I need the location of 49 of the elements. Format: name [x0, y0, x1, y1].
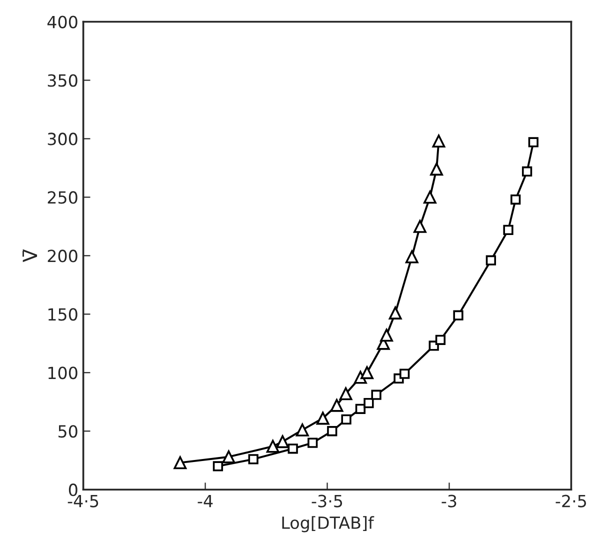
point: [222, 450, 236, 464]
x-tick-label: -3: [442, 494, 456, 508]
x-tick-label: -4·5: [68, 494, 98, 508]
point: [288, 444, 298, 454]
point: [400, 368, 410, 379]
point: [327, 426, 338, 436]
x-tick-label: -4: [198, 494, 213, 508]
point: [355, 404, 366, 414]
point: [413, 220, 426, 233]
point: [212, 461, 224, 472]
point: [276, 435, 290, 448]
point: [430, 162, 443, 176]
point: [432, 134, 446, 148]
x-tick-label: -2·5: [556, 494, 586, 508]
y-tick-label: 0: [68, 484, 78, 496]
y-tick-label: 350: [48, 74, 78, 87]
point: [510, 194, 521, 205]
point: [308, 438, 318, 448]
point: [341, 414, 352, 424]
point: [371, 390, 382, 400]
y-tick-label: 100: [48, 366, 78, 380]
y-tick-label: 300: [48, 132, 78, 146]
point: [380, 328, 393, 342]
point: [405, 250, 418, 264]
x-axis-title: Log[DTAB]f: [282, 516, 374, 532]
point: [360, 366, 374, 380]
point: [503, 224, 514, 236]
y-tick-label: 250: [48, 191, 78, 204]
point: [522, 166, 532, 177]
point: [296, 423, 309, 436]
y-tick-label: 150: [48, 308, 78, 321]
point: [248, 454, 258, 464]
point: [364, 398, 374, 408]
y-axis-title: V̄: [22, 249, 38, 262]
y-tick-label: 200: [48, 250, 78, 262]
point: [174, 456, 187, 470]
y-tick-label: 400: [47, 16, 78, 28]
point: [388, 306, 402, 320]
point: [316, 412, 330, 425]
point: [423, 190, 436, 204]
point: [528, 137, 538, 148]
point: [453, 310, 464, 320]
point: [435, 334, 446, 345]
point: [266, 440, 280, 453]
point: [330, 398, 344, 412]
point: [486, 255, 496, 266]
point: [339, 387, 352, 400]
y-tick-label: 50: [58, 425, 78, 438]
x-tick-label: -3·5: [312, 494, 342, 508]
